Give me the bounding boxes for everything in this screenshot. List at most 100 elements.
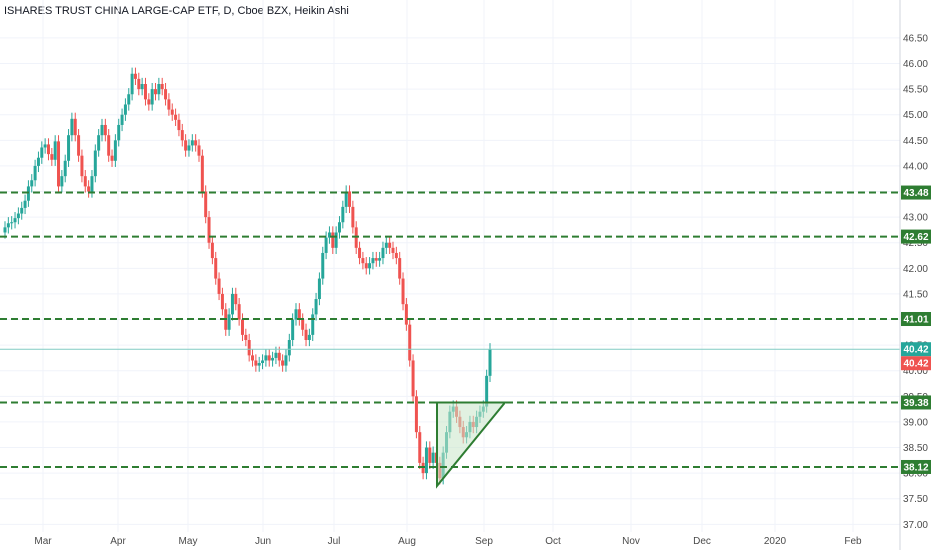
- candle-body: [311, 314, 315, 335]
- candle-body: [398, 258, 402, 279]
- candle-body: [317, 278, 321, 300]
- candle-body: [351, 206, 355, 228]
- candle-body: [331, 232, 335, 248]
- candle-body: [251, 355, 255, 361]
- candle-body: [324, 237, 328, 253]
- candle-body: [147, 99, 151, 105]
- candle-body: [327, 232, 331, 238]
- candle-body: [297, 309, 301, 320]
- candle-body: [67, 135, 71, 161]
- candle-body: [364, 263, 368, 269]
- candle-body: [20, 207, 24, 214]
- candle-body: [194, 140, 198, 146]
- candle-body: [93, 150, 97, 177]
- candle-body: [63, 160, 67, 177]
- y-tick-label: 40.00: [903, 366, 928, 377]
- candle-body: [23, 200, 27, 208]
- candle-body: [123, 104, 127, 115]
- grid: [0, 0, 900, 532]
- candle-body: [3, 227, 7, 233]
- candle-body: [10, 222, 14, 224]
- candle-body: [143, 84, 147, 100]
- y-tick-label: 38.50: [903, 443, 928, 454]
- candle-body: [57, 141, 61, 187]
- x-tick-label: Jun: [255, 536, 271, 547]
- candle-body: [26, 186, 30, 201]
- candle-body: [120, 114, 124, 125]
- candle-body: [107, 135, 111, 156]
- y-tick-label: 42.50: [903, 238, 928, 249]
- candle-body: [304, 329, 308, 340]
- candle-body: [97, 135, 101, 151]
- x-tick-label: Apr: [110, 536, 126, 547]
- candle-body: [267, 355, 271, 361]
- candle-body: [411, 360, 415, 397]
- candle-body: [321, 252, 325, 279]
- candle-body: [174, 114, 178, 120]
- y-tick-label: 46.50: [903, 33, 928, 44]
- x-tick-label: Mar: [34, 536, 52, 547]
- candle-body: [160, 84, 164, 90]
- last-price-label-2-bg: [901, 356, 931, 371]
- candle-body: [154, 89, 158, 95]
- candle-body: [204, 191, 208, 218]
- level-label-bg: [901, 459, 931, 474]
- candle-body: [348, 191, 352, 207]
- candle-body: [408, 324, 412, 361]
- candle-body: [83, 176, 87, 187]
- candle-body: [404, 304, 408, 325]
- candle-body: [230, 293, 234, 315]
- triangle-pattern: [436, 401, 508, 489]
- candle-body: [157, 84, 161, 95]
- candle-body: [60, 176, 64, 187]
- candle-body: [103, 124, 107, 136]
- y-tick-label: 44.00: [903, 161, 928, 172]
- x-tick-label: Nov: [622, 536, 640, 547]
- y-tick-label: 41.50: [903, 289, 928, 300]
- candle-body: [381, 247, 385, 259]
- candle-body: [334, 232, 338, 248]
- candle-body: [341, 206, 345, 223]
- candle-body: [13, 218, 17, 223]
- candle-body: [217, 278, 221, 294]
- y-tick-label: 38.00: [903, 469, 928, 480]
- candle-body: [271, 357, 275, 361]
- candle-body: [36, 157, 40, 166]
- y-tick-label: 45.50: [903, 85, 928, 96]
- candle-body: [378, 258, 382, 261]
- candle-body: [184, 140, 188, 151]
- candle-body: [485, 375, 489, 407]
- candle-body: [244, 334, 248, 340]
- candle-body: [401, 278, 405, 305]
- x-tick-label: May: [179, 536, 198, 547]
- candle-body: [301, 319, 305, 330]
- candle-body: [314, 299, 318, 315]
- candle-body: [70, 118, 74, 136]
- candle-body: [90, 176, 94, 192]
- candle-body: [200, 155, 204, 192]
- candle-body: [6, 223, 10, 228]
- candle-body: [137, 78, 141, 90]
- level-label: 41.01: [903, 315, 928, 326]
- candle-body: [277, 352, 281, 361]
- y-tick-label: 43.00: [903, 213, 928, 224]
- y-tick-label: 44.50: [903, 136, 928, 147]
- candle-body: [394, 252, 398, 259]
- candle-body: [240, 319, 244, 335]
- candle-body: [247, 340, 251, 356]
- candle-body: [414, 396, 418, 433]
- candle-body: [170, 109, 174, 115]
- candle-body: [33, 165, 37, 181]
- level-label-bg: [901, 229, 931, 244]
- candle-body: [291, 319, 295, 340]
- candle-body: [30, 180, 34, 187]
- candle-body: [358, 247, 362, 259]
- candle-body: [133, 73, 137, 79]
- candle-body: [167, 99, 171, 110]
- candle-body: [140, 84, 144, 90]
- candle-body: [50, 154, 54, 160]
- candle-body: [254, 360, 258, 366]
- candle-body: [177, 119, 181, 131]
- candle-body: [257, 363, 261, 366]
